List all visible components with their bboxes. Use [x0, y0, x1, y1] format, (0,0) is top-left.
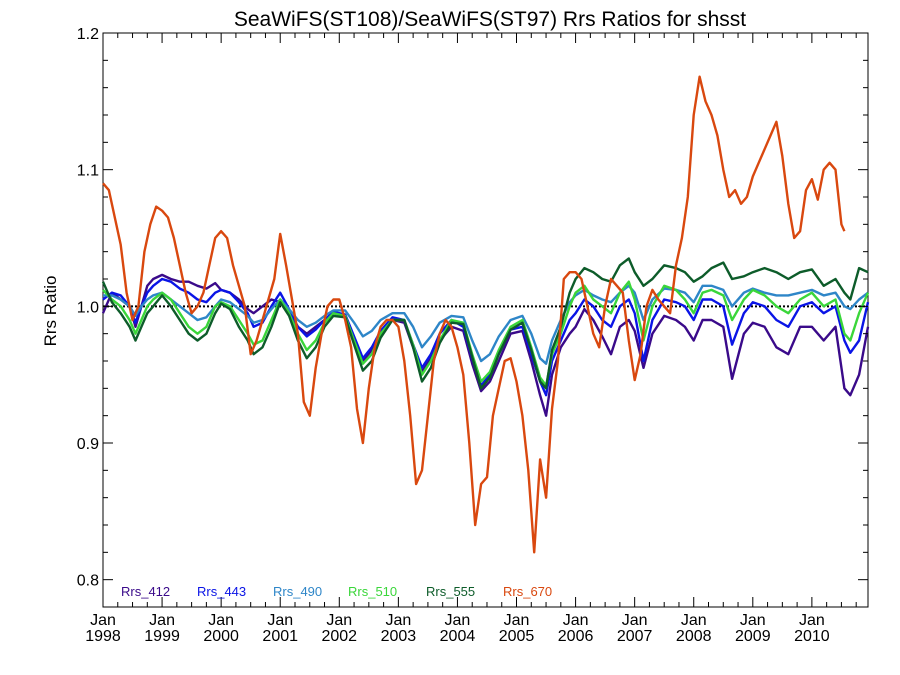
series-line-rrs-555	[101, 257, 869, 390]
x-tick-label-month: Jan	[385, 612, 411, 629]
x-tick-label-month: Jan	[90, 612, 116, 629]
x-tick-label-year: 2004	[440, 628, 476, 645]
x-tick-label-month: Jan	[799, 612, 825, 629]
series-line-rrs-490	[103, 284, 869, 365]
series-line-rrs-412	[101, 273, 870, 417]
x-tick-label-month: Jan	[622, 612, 648, 629]
x-tick-label-year: 2009	[735, 628, 771, 645]
x-tick-label-year: 2010	[794, 628, 830, 645]
x-tick-label-year: 1998	[85, 628, 121, 645]
x-tick-label-year: 2005	[499, 628, 535, 645]
plot-frame	[102, 32, 869, 608]
legend-label-rrs-412: Rrs_412	[121, 584, 170, 599]
x-tick-label-month: Jan	[445, 612, 471, 629]
x-tick-label-month: Jan	[681, 612, 707, 629]
chart-title: SeaWiFS(ST108)/SeaWiFS(ST97) Rrs Ratios …	[234, 8, 746, 31]
x-tick-label-month: Jan	[740, 612, 766, 629]
series-group	[101, 75, 870, 554]
legend-label-rrs-510: Rrs_510	[348, 584, 397, 599]
x-axis: Jan1998Jan1999Jan2000Jan2001Jan2002Jan20…	[85, 33, 857, 645]
x-tick-label-year: 2000	[203, 628, 239, 645]
legend-label-rrs-443: Rrs_443	[197, 584, 246, 599]
legend: Rrs_412 Rrs_443 Rrs_490 Rrs_510 Rrs_555 Rrs_6…	[121, 584, 552, 599]
x-tick-label-year: 1999	[144, 628, 180, 645]
y-tick-label: 0.9	[77, 436, 99, 453]
x-tick-label-month: Jan	[504, 612, 530, 629]
x-tick-label-month: Jan	[563, 612, 589, 629]
x-tick-label-month: Jan	[208, 612, 234, 629]
legend-label-rrs-555: Rrs_555	[426, 584, 475, 599]
plot-border	[102, 32, 869, 608]
x-tick-label-month: Jan	[149, 612, 175, 629]
x-tick-label-year: 2001	[262, 628, 298, 645]
x-tick-label-year: 2003	[381, 628, 417, 645]
y-axis: 0.8 0.9 1.0 1.1 1.2	[77, 26, 868, 590]
y-tick-label: 1.1	[77, 163, 99, 180]
y-tick-label: 1.0	[77, 299, 99, 316]
y-axis-label: Rrs Ratio	[41, 276, 60, 347]
x-tick-label-year: 2006	[558, 628, 594, 645]
x-tick-label-year: 2007	[617, 628, 653, 645]
x-tick-label-year: 2002	[321, 628, 357, 645]
y-tick-label: 0.8	[77, 573, 99, 590]
x-tick-label-month: Jan	[326, 612, 352, 629]
series-line-rrs-510	[102, 280, 870, 387]
legend-label-rrs-670: Rrs_670	[503, 584, 552, 599]
y-tick-label: 1.2	[77, 26, 99, 43]
series-line-rrs-670	[102, 75, 846, 554]
legend-label-rrs-490: Rrs_490	[273, 584, 322, 599]
x-tick-label-month: Jan	[267, 612, 293, 629]
x-tick-label-year: 2008	[676, 628, 712, 645]
